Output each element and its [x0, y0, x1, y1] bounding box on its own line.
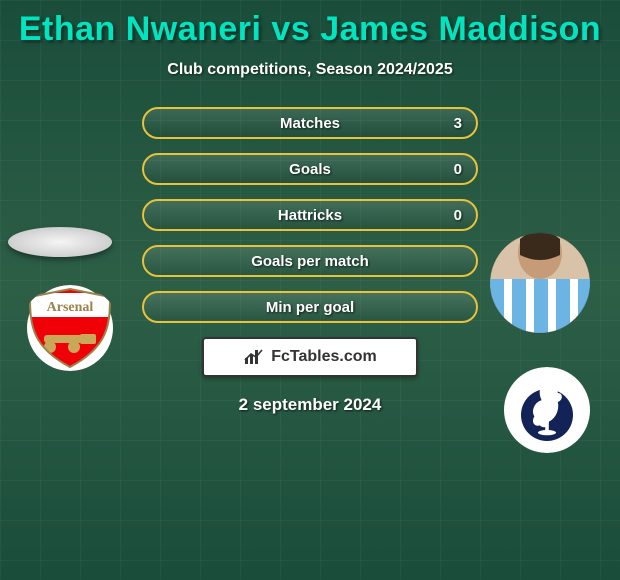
stat-label: Matches	[144, 115, 476, 132]
stat-label: Goals per match	[144, 253, 476, 270]
comparison-panel: Arsenal	[0, 107, 620, 415]
stat-value: 0	[454, 161, 462, 178]
subtitle: Club competitions, Season 2024/2025	[0, 61, 620, 79]
stat-bars: Matches3Goals0Hattricks0Goals per matchM…	[142, 107, 478, 323]
left-club-badge-arsenal: Arsenal	[20, 285, 120, 371]
right-club-badge-tottenham	[496, 367, 598, 453]
left-player-photo	[8, 227, 112, 257]
page-title: Ethan Nwaneri vs James Maddison	[0, 0, 620, 49]
svg-text:Arsenal: Arsenal	[47, 300, 94, 315]
stat-label: Goals	[144, 161, 476, 178]
stat-label: Hattricks	[144, 207, 476, 224]
watermark: FcTables.com	[202, 337, 418, 377]
stat-bar: Goals per match	[142, 245, 478, 277]
stat-value: 3	[454, 115, 462, 132]
stat-bar: Matches3	[142, 107, 478, 139]
stat-bar: Hattricks0	[142, 199, 478, 231]
right-player-photo	[490, 229, 590, 337]
stat-value: 0	[454, 207, 462, 224]
stat-bar: Min per goal	[142, 291, 478, 323]
watermark-text: FcTables.com	[271, 348, 377, 366]
stat-bar: Goals0	[142, 153, 478, 185]
chart-icon	[243, 348, 265, 366]
stat-label: Min per goal	[144, 299, 476, 316]
